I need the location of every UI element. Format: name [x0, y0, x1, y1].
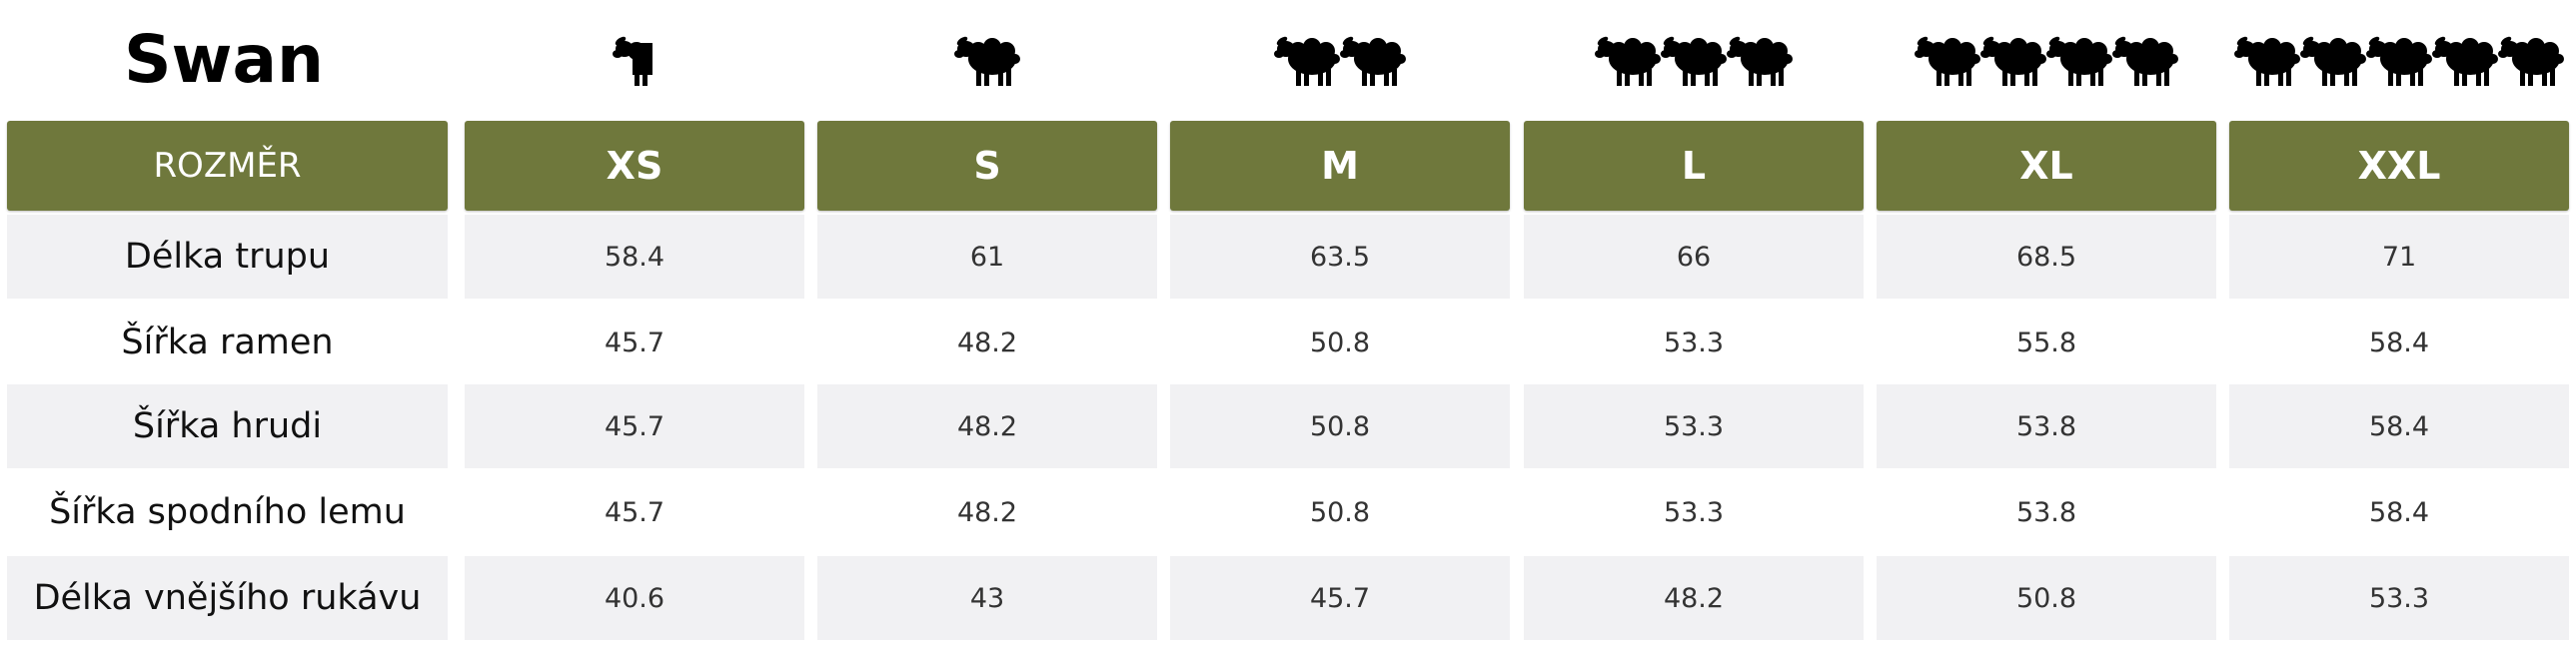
- table-cell: 71: [2229, 215, 2569, 299]
- table-cell: 58.4: [2229, 384, 2569, 468]
- row-label: Šířka spodního lemu: [7, 470, 448, 554]
- table-cell: 45.7: [465, 470, 804, 554]
- table-cell: 58.4: [2229, 301, 2569, 384]
- table-cell: 63.5: [1170, 215, 1510, 299]
- table-cell: 43: [817, 556, 1157, 640]
- sheep-icon: [1274, 36, 1406, 86]
- row-label: Délka trupu: [7, 215, 448, 299]
- table-cell: 50.8: [1877, 556, 2216, 640]
- size-icon-group-6: [2229, 0, 2569, 118]
- sheep-icon: [1915, 36, 2178, 86]
- sheep-icon: [1595, 36, 1793, 86]
- row-label: Šířka ramen: [7, 301, 448, 384]
- table-cell: 55.8: [1877, 301, 2216, 384]
- row-label: Délka vnějšího rukávu: [7, 556, 448, 640]
- header-size-xxl: XXL: [2229, 121, 2569, 211]
- table-cell: 58.4: [465, 215, 804, 299]
- sheep-icon: [954, 36, 1020, 86]
- table-cell: 53.3: [1524, 301, 1864, 384]
- size-icon-group-3: [1170, 0, 1510, 118]
- table-cell: 48.2: [1524, 556, 1864, 640]
- table-cell: 50.8: [1170, 384, 1510, 468]
- row-label: Šířka hrudi: [7, 384, 448, 468]
- header-size-m: M: [1170, 121, 1510, 211]
- table-cell: 45.7: [465, 301, 804, 384]
- table-cell: 45.7: [1170, 556, 1510, 640]
- size-icon-group-5: [1877, 0, 2216, 118]
- half-sheep-icon: [613, 36, 652, 86]
- table-cell: 58.4: [2229, 470, 2569, 554]
- header-size-xl: XL: [1877, 121, 2216, 211]
- size-icon-group-2: [817, 0, 1157, 118]
- table-cell: 40.6: [465, 556, 804, 640]
- sheep-icon: [2234, 36, 2564, 86]
- table-cell: 61: [817, 215, 1157, 299]
- table-cell: 53.3: [1524, 470, 1864, 554]
- table-cell: 50.8: [1170, 301, 1510, 384]
- size-icon-group-4: [1524, 0, 1864, 118]
- table-cell: 66: [1524, 215, 1864, 299]
- header-size-s: S: [817, 121, 1157, 211]
- table-cell: 53.3: [1524, 384, 1864, 468]
- table-cell: 48.2: [817, 301, 1157, 384]
- table-cell: 48.2: [817, 384, 1157, 468]
- brand-title: Swan: [123, 20, 325, 98]
- table-cell: 48.2: [817, 470, 1157, 554]
- header-size-l: L: [1524, 121, 1864, 211]
- table-cell: 53.3: [2229, 556, 2569, 640]
- table-cell: 45.7: [465, 384, 804, 468]
- table-cell: 53.8: [1877, 384, 2216, 468]
- table-cell: 68.5: [1877, 215, 2216, 299]
- table-cell: 50.8: [1170, 470, 1510, 554]
- size-icon-group-1: [465, 0, 804, 118]
- table-cell: 53.8: [1877, 470, 2216, 554]
- header-size-xs: XS: [465, 121, 804, 211]
- header-size-label: ROZMĚR: [7, 121, 448, 211]
